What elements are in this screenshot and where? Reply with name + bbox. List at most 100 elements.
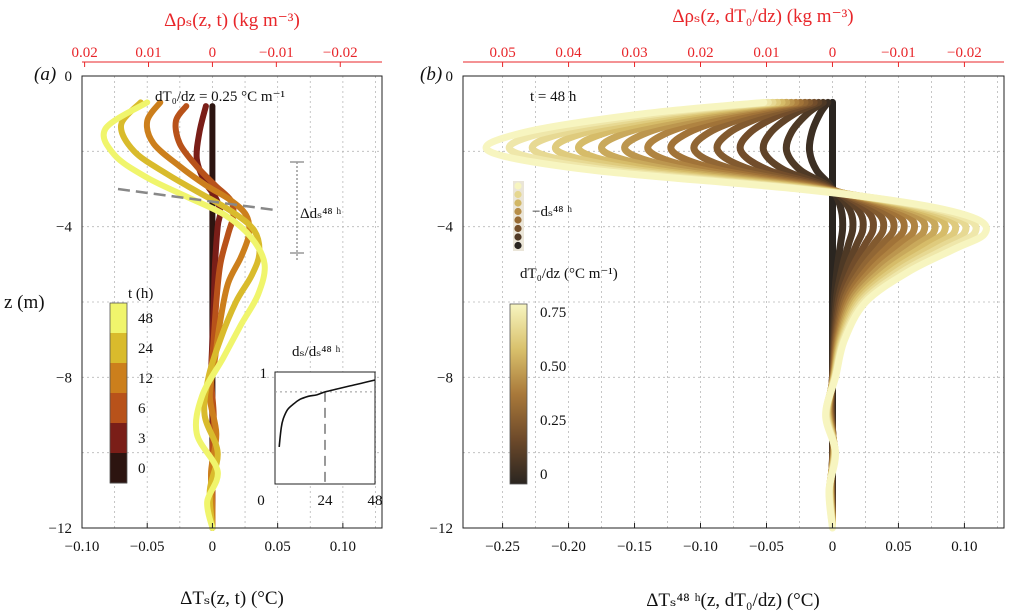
panel-a-xlabel: ΔTₛ(z, t) (°C): [180, 588, 284, 609]
x-tick-label: 0.05: [265, 539, 291, 555]
panel-a-top-xlabel: Δρₛ(z, t) (kg m⁻³): [164, 10, 300, 31]
x-tick-label: −0.15: [617, 539, 652, 555]
x-tick-label: 0.10: [330, 539, 356, 555]
colorbar-time-swatch: [110, 303, 127, 334]
y-tick-label: −12: [430, 521, 453, 537]
panel-a-label: (a): [34, 64, 56, 85]
x-tick-label: −0.20: [551, 539, 586, 555]
depth-marker-b-band: [513, 181, 524, 251]
y-tick-label: −4: [437, 220, 453, 236]
inset-x-tick: 24: [318, 493, 334, 509]
colorbar-time-tick: 0: [138, 461, 146, 477]
depth-marker-b-dot: [514, 224, 522, 233]
depth-marker-b: −dₛ⁴⁸ ʰ: [513, 181, 572, 251]
profile-t24: [118, 99, 263, 531]
panel-b-ticks: −0.25 −0.20 −0.15 −0.10 −0.05 0 0.05 0.10 0 −4 −8 −…: [430, 45, 982, 555]
x-tick-label: −0.05: [749, 539, 784, 555]
panel-a-ticks: −0.10 −0.05 0 0.05 0.10 0 −4 −8 −12 0.02 0.01 0 −0.0…: [49, 45, 358, 555]
depth-marker-b-label: −dₛ⁴⁸ ʰ: [532, 204, 572, 220]
depth-marker-b-dot: [514, 216, 522, 224]
top-tick-label: 0.04: [555, 45, 582, 61]
top-tick-label: 0.01: [135, 45, 161, 61]
inset-x-tick: 0: [257, 493, 265, 509]
panel-a-frame: [81, 75, 383, 529]
panel-b-profiles: [482, 98, 990, 532]
inset-depth-ratio: dₛ/dₛ⁴⁸ ʰ 1 0 24 48: [257, 344, 382, 509]
x-tick-label: −0.10: [65, 539, 100, 555]
mixed-layer-dashed-line: [117, 187, 276, 212]
top-tick-label: −0.02: [323, 45, 358, 61]
depth-marker-b-dot: [514, 207, 522, 216]
colorbar-time-tick: 24: [138, 341, 154, 357]
colorbar-time: t (h) 48 24 12 6 3 0: [109, 286, 154, 484]
panel-b-frame: [462, 75, 1005, 529]
top-tick-label: −0.01: [881, 45, 916, 61]
panel-a-annotation: dT₀/dz = 0.25 °C m⁻¹: [155, 89, 285, 105]
x-tick-label: −0.10: [683, 539, 718, 555]
y-tick-label: 0: [446, 69, 454, 85]
panel-b-label: (b): [420, 64, 442, 85]
colorbar-time-tick: 12: [138, 371, 153, 387]
colorbar-gradient: dT₀/dz (°C m⁻¹) 0.75 0.50 0.25 0: [509, 266, 618, 485]
colorbar-time-swatch: [110, 393, 127, 424]
colorbar-gradient-tick: 0.25: [540, 413, 566, 429]
x-tick-label: −0.25: [485, 539, 520, 555]
profile-gradient: [598, 98, 939, 527]
x-tick-label: −0.05: [130, 539, 165, 555]
colorbar-time-frame: [109, 302, 128, 484]
panel-b-grid: [463, 76, 1004, 528]
panel-b-top-xlabel: Δρₛ(z, dT₀/dz) (kg m⁻³): [672, 6, 853, 27]
profile-gradient: [667, 98, 908, 524]
panel-b: −0.25 −0.20 −0.15 −0.10 −0.05 0 0.05 0.10 0 −4 −8 −…: [420, 6, 1005, 611]
depth-marker-b-dot: [514, 182, 522, 190]
inset-curve: [278, 379, 376, 447]
top-tick-label: 0.01: [753, 45, 779, 61]
y-tick-label: −12: [49, 521, 72, 537]
top-tick-label: 0.02: [687, 45, 713, 61]
colorbar-gradient-tick: 0.50: [540, 359, 566, 375]
y-tick-label: −8: [437, 370, 453, 386]
top-tick-label: 0.05: [489, 45, 515, 61]
y-tick-label: −8: [56, 370, 72, 386]
colorbar-time-tick: 48: [138, 311, 153, 327]
top-tick-label: 0.03: [621, 45, 647, 61]
panel-a-ylabel: z (m): [4, 292, 45, 313]
x-tick-label: 0: [209, 539, 217, 555]
colorbar-time-swatch: [110, 423, 127, 454]
inset-ylabel: dₛ/dₛ⁴⁸ ʰ: [292, 344, 340, 360]
colorbar-time-swatch: [110, 363, 127, 394]
colorbar-time-tick: 6: [138, 401, 146, 417]
depth-marker-a: Δdₛ⁴⁸ ʰ: [117, 161, 341, 260]
y-tick-label: −4: [56, 220, 72, 236]
inset-x-tick: 48: [368, 493, 383, 509]
y-tick-label: 0: [65, 69, 73, 85]
depth-marker-b-dot: [514, 241, 522, 250]
colorbar-gradient-title: dT₀/dz (°C m⁻¹): [520, 266, 618, 282]
panel-b-xlabel: ΔTₛ⁴⁸ ʰ(z, dT₀/dz) (°C): [646, 590, 820, 611]
depth-marker-b-dot: [514, 190, 522, 199]
x-tick-label: 0.10: [951, 539, 977, 555]
x-tick-label: 0.05: [885, 539, 911, 555]
depth-marker-a-label: Δdₛ⁴⁸ ʰ: [300, 206, 341, 222]
depth-marker-b-dot: [514, 199, 522, 207]
panel-b-annotation: t = 48 h: [530, 89, 577, 105]
panel-a: −0.10 −0.05 0 0.05 0.10 0 −4 −8 −12 0.02 0.01 0 −0.0…: [4, 10, 383, 609]
top-tick-label: −0.02: [947, 45, 982, 61]
panel-a-profiles: [100, 99, 268, 531]
top-tick-label: 0: [829, 45, 837, 61]
depth-marker-b-dot: [514, 233, 522, 241]
top-tick-label: −0.01: [259, 45, 294, 61]
profile-t48: [100, 99, 268, 531]
profile-gradient: [482, 98, 990, 532]
colorbar-time-swatch: [110, 333, 127, 364]
colorbar-gradient-tick: 0.75: [540, 305, 566, 321]
top-tick-label: 0.02: [71, 45, 97, 61]
colorbar-time-tick: 3: [138, 431, 146, 447]
colorbar-time-swatch: [110, 453, 127, 484]
colorbar-time-title: t (h): [128, 286, 153, 302]
x-tick-label: 0: [829, 539, 837, 555]
colorbar-gradient-tick: 0: [540, 467, 548, 483]
top-tick-label: 0: [209, 45, 217, 61]
colorbar-gradient-bar: [509, 303, 528, 485]
